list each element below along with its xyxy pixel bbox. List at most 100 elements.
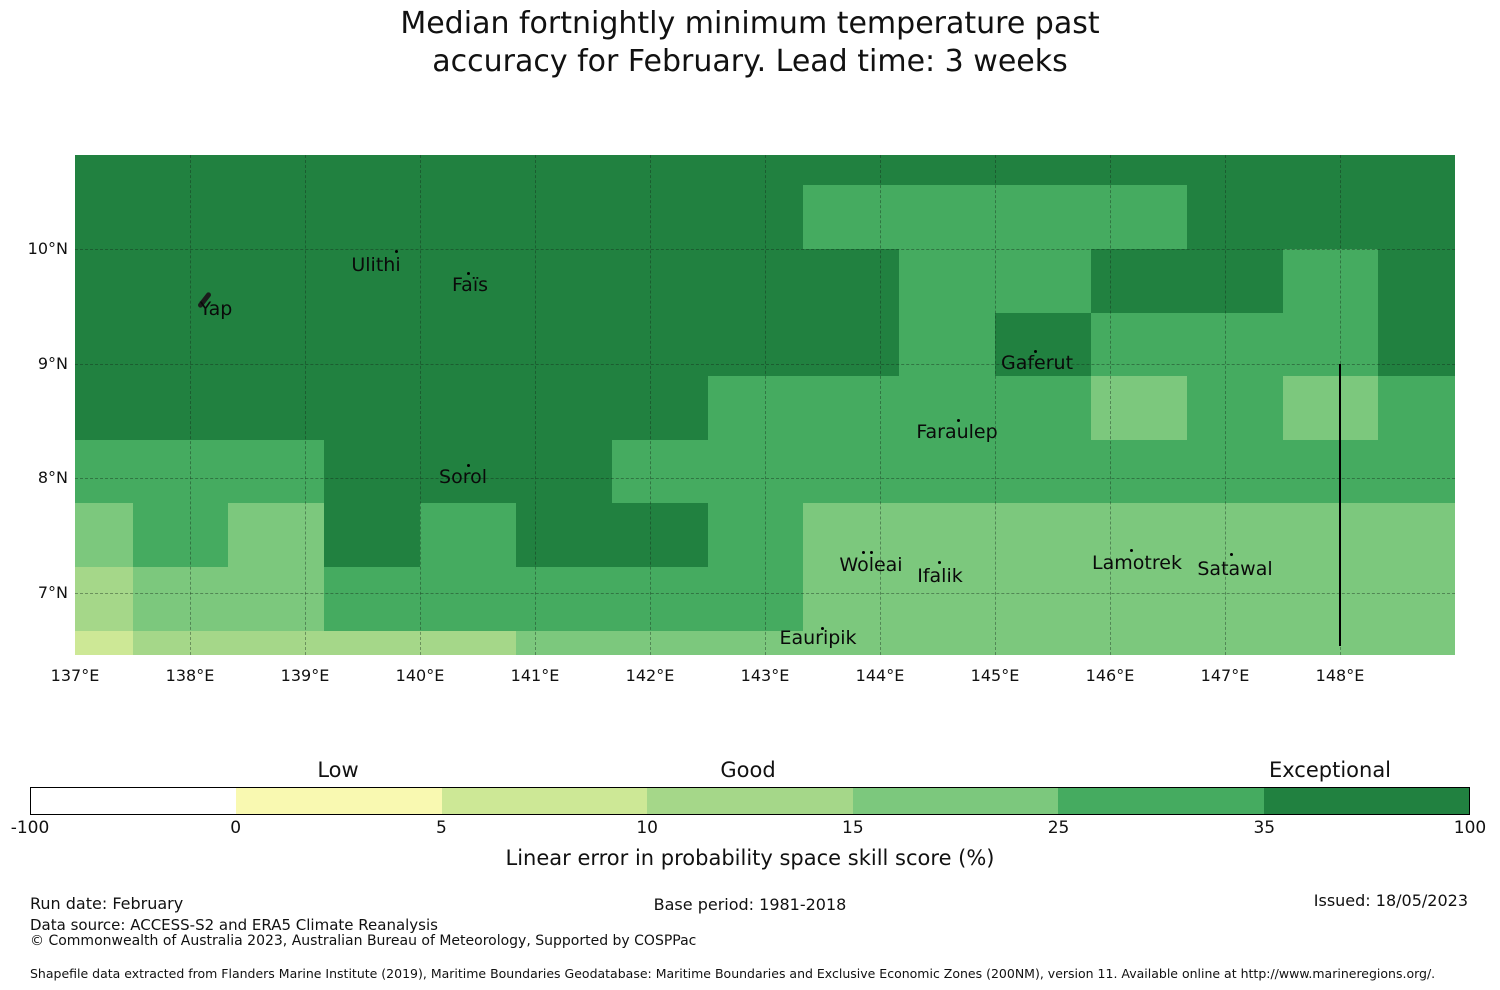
colorbar-segment [1058, 788, 1265, 814]
map-cell [228, 185, 324, 249]
map-cell [1091, 440, 1187, 503]
colorbar-category-label: Exceptional [1268, 758, 1392, 782]
map-cell [420, 567, 516, 631]
map-cell [133, 440, 228, 503]
map-cell [708, 249, 803, 313]
map-cell [708, 567, 803, 631]
map-cell [995, 376, 1091, 440]
island-label: Sorol [439, 466, 487, 488]
footer-run-date: Run date: February [30, 894, 184, 913]
map-cell [516, 313, 612, 376]
map-cell [708, 440, 803, 503]
page-title-line-2: accuracy for February. Lead time: 3 week… [432, 44, 1068, 79]
map-cell [324, 631, 420, 655]
footer-data-source: Data source: ACCESS-S2 and ERA5 Climate … [30, 916, 438, 934]
y-tick-label: 9°N [37, 353, 68, 373]
map-cell [803, 503, 899, 567]
map-cell [1091, 155, 1187, 185]
map-cell [75, 503, 133, 567]
map-cell [75, 185, 133, 249]
gridline-vertical [535, 155, 536, 655]
map-cell [133, 567, 228, 631]
x-tick-label: 139°E [280, 666, 330, 685]
map-cell [899, 249, 995, 313]
map-cell [228, 249, 324, 313]
colorbar-category-label: Good [720, 758, 776, 782]
map-cell [324, 249, 420, 313]
map-cell [612, 631, 708, 655]
footer-shapefile-note: Shapefile data extracted from Flanders M… [30, 966, 1436, 981]
map-cell [1187, 155, 1283, 185]
map-cell [133, 631, 228, 655]
map-cell [803, 185, 899, 249]
island-label: Satawal [1197, 558, 1273, 580]
map-cell [324, 185, 420, 249]
map-cell [324, 155, 420, 185]
colorbar-tick-label: 0 [230, 818, 242, 838]
map-cell [995, 313, 1091, 376]
island-label: Eauripik [779, 627, 857, 649]
map-cell [133, 376, 228, 440]
map-cell [899, 440, 995, 503]
map-cell [612, 440, 708, 503]
island-label: Woleai [839, 554, 903, 576]
map-cell [75, 631, 133, 655]
map-cell [1091, 249, 1187, 313]
map-cell [995, 185, 1091, 249]
x-tick-label: 148°E [1315, 666, 1365, 685]
map-cell [1378, 249, 1455, 313]
map-cell [75, 313, 133, 376]
island-label: Yap [199, 298, 233, 320]
gridline-vertical [1225, 155, 1226, 655]
map-cell [612, 249, 708, 313]
map-cell [516, 631, 612, 655]
map-cell [1283, 440, 1378, 503]
island-dot [1230, 553, 1233, 556]
colorbar-tick-label: 5 [436, 818, 447, 838]
map-cell [133, 185, 228, 249]
gridline-vertical [190, 155, 191, 655]
map-cell [324, 503, 420, 567]
map-cell [1187, 567, 1283, 631]
colorbar-segment [1263, 788, 1470, 814]
map-cell [612, 567, 708, 631]
map-cell [420, 155, 516, 185]
x-tick-label: 141°E [510, 666, 560, 685]
map-cell [995, 567, 1091, 631]
map-cell [1283, 567, 1378, 631]
map-cell [1378, 503, 1455, 567]
map-cell [75, 567, 133, 631]
island-label: Faraulep [916, 421, 998, 443]
map-cell [708, 185, 803, 249]
island-label: Ifalik [917, 565, 963, 587]
map-cell [995, 249, 1091, 313]
map-cell [1378, 185, 1455, 249]
gridline-horizontal [75, 478, 1455, 479]
eez-boundary-line [1339, 363, 1341, 647]
map-cell [228, 631, 324, 655]
island-dot [467, 464, 470, 467]
colorbar-tick-label: 25 [1047, 818, 1070, 838]
map-cell [1091, 631, 1187, 655]
x-tick-label: 143°E [740, 666, 790, 685]
map-cell [803, 567, 899, 631]
map-cell [899, 567, 995, 631]
island-dot [1130, 549, 1133, 552]
map-cell [133, 249, 228, 313]
colorbar-axis-label: Linear error in probability space skill … [505, 846, 995, 870]
colorbar-tick-label: -100 [10, 818, 50, 838]
map-cell [133, 503, 228, 567]
gridline-vertical [305, 155, 306, 655]
map-cell [420, 503, 516, 567]
gridline-vertical [880, 155, 881, 655]
page-title-line-1: Median fortnightly minimum temperature p… [400, 6, 1100, 41]
y-tick-label: 8°N [37, 468, 68, 487]
map-cell [612, 376, 708, 440]
map-cell [1091, 313, 1187, 376]
colorbar [30, 787, 1470, 815]
island-dot [821, 627, 824, 630]
map-cell [803, 249, 899, 313]
island-dot [938, 561, 941, 564]
map-cell [1283, 155, 1378, 185]
